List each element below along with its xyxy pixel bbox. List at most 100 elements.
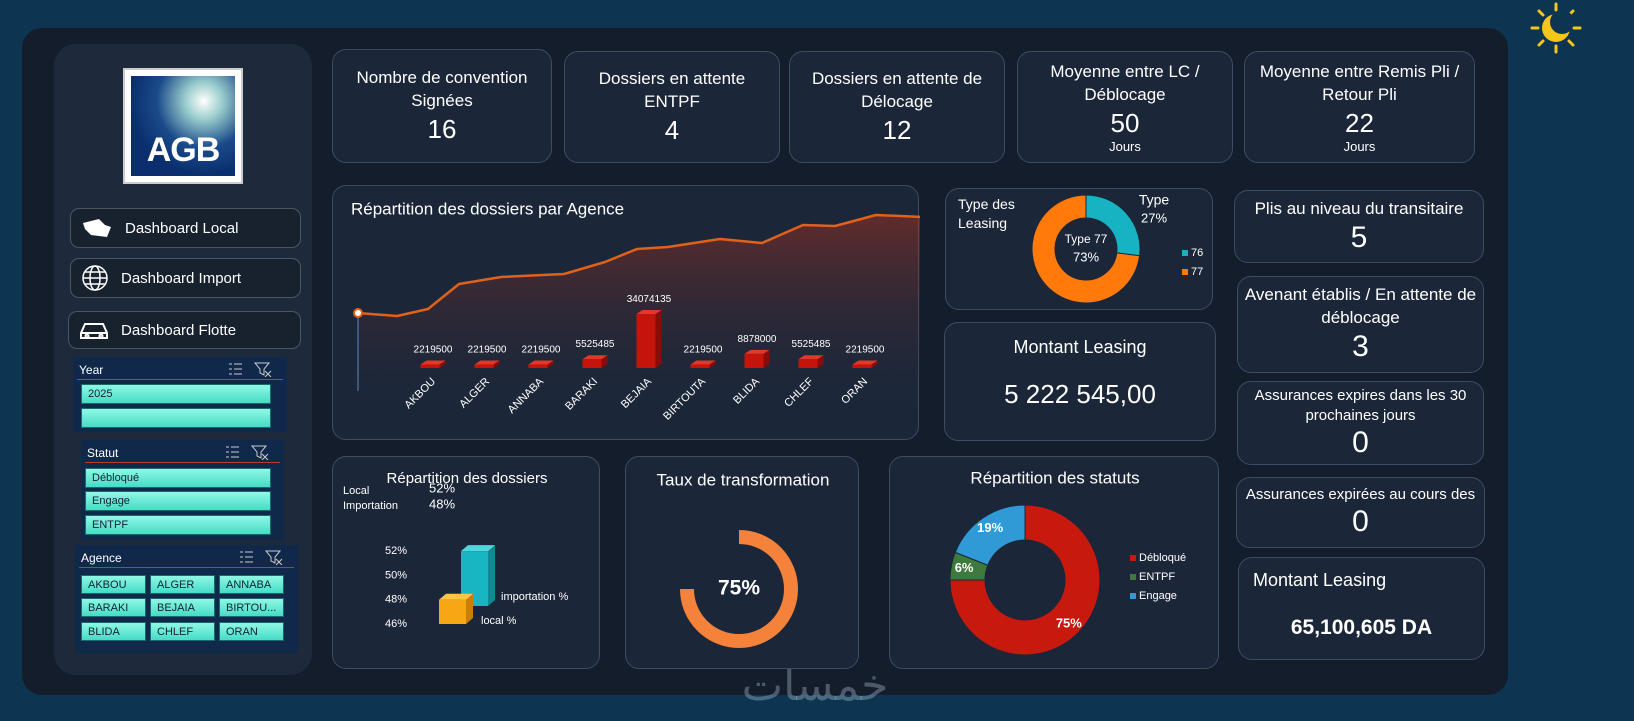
kpi-value: 3	[1352, 330, 1369, 364]
slicer-icons	[226, 445, 269, 460]
slicer-item[interactable]: ALGER	[150, 575, 215, 594]
slicer-item[interactable]: Débloqué	[85, 468, 271, 488]
kpi-card: Avenant établis / En attente de déblocag…	[1237, 276, 1484, 373]
slicer-rule	[77, 379, 283, 380]
legend-swatch	[1182, 250, 1188, 256]
slicer-item[interactable]: CHLEF	[150, 622, 215, 641]
car-icon	[80, 323, 108, 339]
y-tick-label: 46%	[385, 618, 407, 630]
slicer-item[interactable]: Engage	[85, 491, 271, 511]
gauge-arc	[680, 530, 798, 648]
trend-start	[353, 308, 363, 318]
bar-top	[636, 310, 662, 314]
kpi-card: Moyenne entre LC / Déblocage 50 Jours	[1017, 51, 1233, 163]
kpi-title: Nombre de convention Signées	[356, 67, 528, 110]
kpi-value: 0	[1352, 505, 1369, 539]
chart-card: Répartition des dossiers Local 52% Importat…	[332, 456, 600, 669]
kpi-card: Nombre de convention Signées 16	[332, 49, 552, 163]
slicer-item[interactable]: ENTPF	[85, 515, 271, 535]
bar	[474, 364, 494, 368]
slicer-title: Year	[79, 363, 104, 377]
icon-shape	[83, 219, 111, 237]
kpi-title: Montant Leasing	[1253, 570, 1387, 590]
y-tick-label: 48%	[385, 594, 407, 606]
kpi-title: Moyenne entre LC / Déblocage	[1050, 62, 1200, 105]
chart-title: Répartition des dossiers	[387, 470, 548, 487]
chart-svg: Taux de transformation 75%	[657, 470, 830, 648]
value-label: 2219500	[522, 344, 561, 355]
kpi-value: 16	[427, 113, 457, 144]
multi-select-icon	[229, 363, 242, 375]
slicer-icons	[229, 362, 272, 377]
bar	[798, 359, 818, 368]
slicer-item[interactable]: BARAKI	[81, 598, 146, 617]
slicer-item[interactable]: 2025	[81, 384, 271, 404]
slicer-item-blank[interactable]	[81, 408, 271, 428]
nav-button[interactable]: Dashboard Local	[70, 208, 301, 248]
slicer-rule	[79, 567, 294, 568]
bar-top	[852, 360, 878, 365]
value-label: 2219500	[468, 344, 507, 355]
chart-svg: Répartition des statuts 75% Débloqué 6% ENTP…	[949, 468, 1186, 656]
slicer-item[interactable]: BLIDA	[81, 622, 146, 641]
y-tick-label: 50%	[385, 569, 407, 581]
donut-slice	[949, 504, 1101, 656]
slicer-item[interactable]: ANNABA	[219, 575, 284, 594]
value-label: 5525485	[576, 339, 615, 350]
legend-value: 48%	[429, 496, 455, 511]
chart-title: Taux de transformation	[657, 470, 830, 489]
legend-value: 52%	[429, 480, 455, 495]
slice-label: Type 77	[1065, 232, 1108, 246]
category-label: importation %	[501, 591, 568, 603]
chart-svg: Répartition des dossiers Local 52% Importat…	[343, 470, 568, 630]
category-label: local %	[481, 615, 517, 627]
slicer-item[interactable]: BIRTOU...	[219, 598, 284, 617]
bar-side	[547, 360, 554, 368]
slicer-item[interactable]: ORAN	[219, 622, 284, 641]
legend-label: Local	[343, 485, 369, 497]
slicer: Statut Débloqué Engage ENTPF	[81, 440, 284, 540]
kpi-title: Dossiers en attente ENTPF	[598, 68, 746, 111]
donut-slice	[1085, 194, 1141, 257]
theme-toggle[interactable]	[1528, 2, 1584, 54]
kpi-value: 5	[1350, 220, 1368, 254]
kpi-title: Montant Leasing	[1013, 337, 1147, 357]
clear-filter-icon	[253, 362, 272, 377]
kpi-card: Montant Leasing 5 222 545,00	[944, 322, 1216, 441]
kpi-card: Assurances expires dans les 30 prochaine…	[1237, 381, 1484, 465]
bar-top	[582, 355, 608, 360]
value-label: 34074135	[627, 294, 672, 305]
bar-top	[439, 593, 473, 600]
bar-side	[488, 545, 495, 606]
logo: AGB	[123, 68, 243, 184]
bar-top	[461, 545, 495, 552]
chart-title: Type des Leasing	[958, 196, 1015, 231]
kpi-title: Moyenne entre Remis Pli / Retour Pli	[1259, 62, 1460, 105]
chart-card: Répartition des statuts 75% Débloqué 6% ENTP…	[889, 456, 1219, 669]
bar-side	[763, 349, 770, 368]
value-label: 27%	[1141, 210, 1167, 225]
donut-slice	[1031, 194, 1141, 304]
logo-text: AGB	[131, 76, 235, 176]
kpi-value: 12	[882, 114, 912, 145]
nav-label: Dashboard Local	[125, 219, 239, 237]
chart-card: Répartition des dossiers par Agence 22195…	[332, 185, 920, 440]
bar-side	[817, 355, 824, 368]
bar	[582, 359, 602, 368]
kpi-card: Moyenne entre Remis Pli / Retour Pli 22 Jo…	[1244, 51, 1475, 163]
kpi-value: 5 222 545,00	[1004, 379, 1156, 409]
slicer-item[interactable]: BEJAIA	[150, 598, 215, 617]
kpi-value: 65,100,605 DA	[1290, 616, 1433, 639]
icon-shape	[80, 323, 108, 339]
nav-label: Dashboard Import	[121, 269, 242, 287]
bar-top	[798, 355, 824, 360]
kpi-title: Dossiers en attente de Délocage	[811, 68, 983, 111]
nav-button[interactable]: Dashboard Flotte	[68, 311, 301, 349]
bar-side	[466, 593, 473, 624]
legend-label: 76	[1191, 247, 1203, 259]
nav-button[interactable]: Dashboard Import	[70, 258, 301, 298]
slicer-item[interactable]: AKBOU	[81, 575, 146, 594]
bar-top	[690, 360, 716, 365]
kpi-card: Dossiers en attente de Délocage 12	[789, 51, 1005, 163]
